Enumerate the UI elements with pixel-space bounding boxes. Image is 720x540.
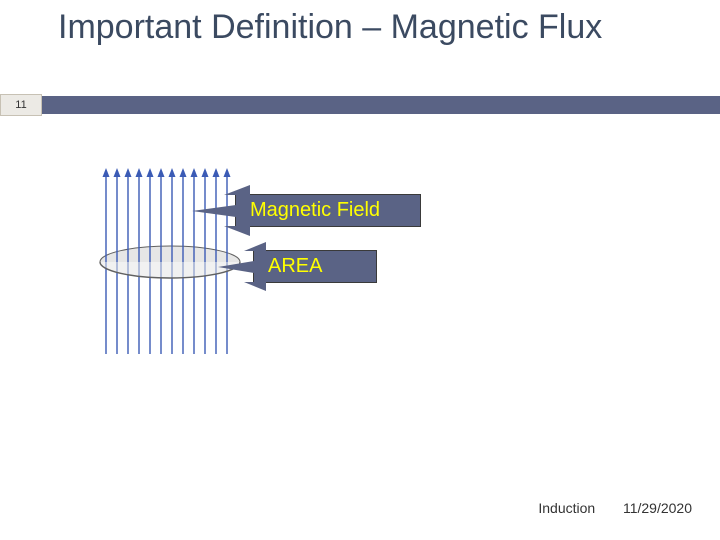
footer-topic: Induction: [538, 500, 595, 516]
callout-area: AREA: [253, 250, 377, 283]
callout-magnetic-field: Magnetic Field: [235, 194, 421, 227]
arrow-left-icon: [192, 205, 236, 217]
callout-label: AREA: [268, 255, 322, 277]
footer-date: 11/29/2020: [623, 500, 692, 516]
slide-footer: Induction 11/29/2020: [0, 500, 692, 516]
callout-label: Magnetic Field: [250, 199, 380, 221]
title-underline: [42, 96, 720, 114]
page-title: Important Definition – Magnetic Flux: [58, 8, 700, 47]
arrow-left-icon: [218, 261, 254, 273]
page-number-badge: 11: [0, 94, 42, 116]
